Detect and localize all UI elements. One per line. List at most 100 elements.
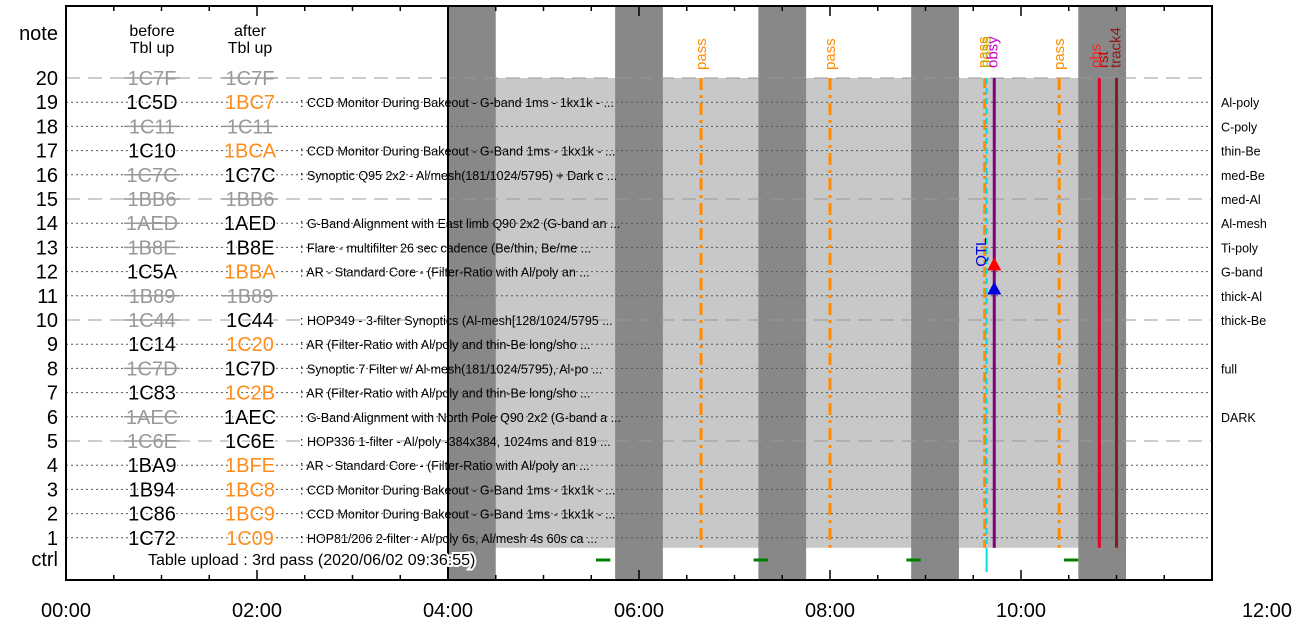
- row-before-id: 1C5A: [127, 262, 178, 284]
- row-after-id: 1C6E: [225, 431, 275, 453]
- row-after-id: 1BC7: [225, 92, 275, 114]
- upload-text: Table upload : 3rd pass (2020/06/02 09:3…: [148, 552, 475, 569]
- event-triangle: [987, 281, 1002, 295]
- row-after-id: 1C09: [226, 528, 274, 550]
- row-description: : Synoptic Q95 2x2 - Al/mesh(181/1024/57…: [300, 169, 617, 183]
- row-before-id: 1C7F: [128, 68, 177, 90]
- row-number: 17: [36, 141, 58, 163]
- row-number: 19: [36, 92, 58, 114]
- row-number: 20: [36, 68, 58, 90]
- row-filter-label: thick-Al: [1221, 290, 1262, 304]
- row-description: : AR (Filter-Ratio with Al/poly and thin…: [300, 387, 590, 401]
- event-triangle: [987, 257, 1002, 271]
- row-description: : CCD Monitor During Bakeout - G-Band 1m…: [300, 508, 615, 522]
- row-description: : HOP349 - 3-filter Synoptics (Al-mesh[1…: [300, 314, 613, 328]
- row-number: 7: [47, 383, 58, 405]
- row-filter-label: Al-poly: [1221, 96, 1260, 110]
- row-filter-label: med-Be: [1221, 169, 1265, 183]
- row-after-id: 1B89: [227, 286, 274, 308]
- row-after-id: 1BFE: [225, 455, 275, 477]
- row-number: 12: [36, 262, 58, 284]
- row-after-id: 1C11: [227, 116, 273, 138]
- night-band: [1078, 6, 1127, 580]
- row-description: : Synoptic 7 Filter w/ Al-mesh(181/1024/…: [300, 362, 602, 376]
- row-after-id: 1BCA: [224, 141, 277, 163]
- row-after-id: 1C7F: [226, 68, 275, 90]
- row-before-id: 1C7D: [126, 358, 177, 380]
- note-label: note: [19, 23, 58, 45]
- x-tick-label: 02:00: [232, 600, 282, 622]
- x-tick-label: 10:00: [996, 600, 1046, 622]
- row-before-id: 1C83: [128, 383, 176, 405]
- row-after-id: 1BC8: [225, 479, 275, 501]
- qtl-label: QTL: [973, 238, 990, 267]
- row-filter-label: full: [1221, 362, 1237, 376]
- row-number: 10: [36, 310, 58, 332]
- row-filter-label: med-Al: [1221, 193, 1261, 207]
- row-before-id: 1C7C: [126, 165, 177, 187]
- row-number: 9: [47, 334, 58, 356]
- row-before-id: 1B94: [129, 479, 176, 501]
- after-header: Tbl up: [228, 40, 273, 57]
- top-event-label: pass: [978, 36, 995, 68]
- row-number: 15: [36, 189, 58, 211]
- row-before-id: 1C44: [128, 310, 176, 332]
- row-before-id: 1C5D: [126, 92, 177, 114]
- row-number: 1: [47, 528, 58, 550]
- row-after-id: 1C20: [226, 334, 274, 356]
- row-after-id: 1C44: [226, 310, 274, 332]
- row-filter-label: G-band: [1221, 266, 1263, 280]
- row-description: : HOP336 1-filter - Al/poly -384x384, 10…: [300, 435, 611, 449]
- pass-marker-label: pass: [822, 38, 839, 70]
- row-description: : CCD Monitor During Bakeout - G-Band 1m…: [300, 483, 615, 497]
- row-after-id: 1BBA: [224, 262, 276, 284]
- x-tick-label: 00:00: [41, 600, 91, 622]
- row-number: 11: [37, 286, 58, 308]
- row-before-id: 1BB6: [128, 189, 177, 211]
- row-number: 6: [47, 407, 58, 429]
- top-event-label: rst: [1095, 51, 1112, 68]
- row-filter-label: DARK: [1221, 411, 1256, 425]
- row-number: 16: [36, 165, 58, 187]
- top-event-label: track4: [1108, 27, 1125, 68]
- row-description: : AR - Standard Core - (Filter-Ratio wit…: [300, 459, 590, 473]
- row-filter-label: Al-mesh: [1221, 217, 1267, 231]
- row-number: 18: [36, 116, 58, 138]
- row-after-id: 1AEC: [224, 407, 276, 429]
- row-before-id: 1C86: [128, 504, 176, 526]
- row-description: : CCD Monitor During Bakeout - G-Band 1m…: [300, 145, 615, 159]
- row-number: 13: [36, 237, 58, 259]
- night-band: [911, 6, 959, 580]
- before-header: before: [129, 23, 174, 40]
- night-band: [448, 6, 496, 580]
- row-before-id: 1C72: [128, 528, 176, 550]
- night-band: [615, 6, 663, 580]
- row-filter-label: C-poly: [1221, 120, 1258, 134]
- pass-marker-label: pass: [1051, 38, 1068, 70]
- top-event-label: obs: [1087, 44, 1104, 68]
- x-tick-label: 06:00: [614, 600, 664, 622]
- ctrl-label: ctrl: [31, 549, 58, 571]
- row-before-id: 1BA9: [128, 455, 177, 477]
- x-tick-label: 08:00: [805, 600, 855, 622]
- row-after-id: 1AED: [224, 213, 276, 235]
- row-description: : AR (Filter-Ratio with Al/poly and thin…: [300, 338, 590, 352]
- row-description: : G-Band Alignment with East limb Q90 2x…: [300, 217, 620, 231]
- row-after-id: 1C2B: [225, 383, 275, 405]
- row-before-id: 1C10: [128, 141, 176, 163]
- before-header: Tbl up: [130, 40, 175, 57]
- row-after-id: 1BB6: [226, 189, 275, 211]
- top-event-label: obsy: [984, 36, 1001, 68]
- row-description: : AR - Standard Core - (Filter-Ratio wit…: [300, 266, 590, 280]
- after-header: after: [234, 23, 267, 40]
- row-description: : HOP81/206 2-filter - Al/poly 6s, Al/me…: [300, 532, 597, 546]
- x-tick-label: 04:00: [423, 600, 473, 622]
- row-number: 8: [47, 358, 58, 380]
- row-description: : CCD Monitor During Bakeout - G-band 1m…: [300, 96, 614, 110]
- row-after-id: 1C7D: [224, 358, 275, 380]
- row-before-id: 1C11: [129, 116, 175, 138]
- row-after-id: 1C7C: [224, 165, 275, 187]
- x-tick-label: 12:00: [1242, 600, 1292, 622]
- row-filter-label: Ti-poly: [1221, 241, 1259, 255]
